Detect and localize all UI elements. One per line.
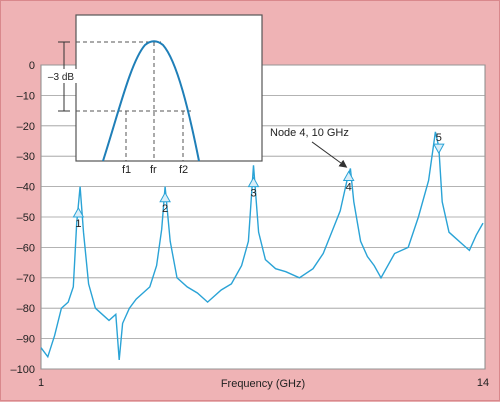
y-tick-label: –10 <box>17 90 35 102</box>
x-tick-label: 1 <box>38 377 44 389</box>
inset-f1-label: f1 <box>122 164 131 176</box>
y-tick-label: –80 <box>17 303 35 315</box>
annotation-arrow <box>311 141 348 168</box>
y-tick-label: –40 <box>17 182 35 194</box>
y-tick-label: –60 <box>17 242 35 254</box>
inset-box <box>75 14 263 162</box>
y-tick-label: –70 <box>17 273 35 285</box>
bracket-label-bg <box>45 69 77 83</box>
y-tick-label: –20 <box>17 121 35 133</box>
inset-diagram: f1 fr f2 <box>75 14 263 176</box>
y-tick-label: 0 <box>29 60 35 72</box>
inset-3db-bracket: –3 dB <box>45 41 77 112</box>
y-tick-label: –30 <box>17 151 35 163</box>
annotation-label: Node 4, 10 GHz <box>270 127 349 139</box>
peak-label: 1 <box>75 218 81 230</box>
inset-f2-label: f2 <box>179 164 188 176</box>
x-axis: 1 14 <box>38 377 489 389</box>
peak-marker <box>342 170 355 182</box>
y-axis: 0 –10 –20 –30 –40 –50 –60 –70 –80 –90 –100 <box>11 60 35 376</box>
inset-level-label: –3 dB <box>48 72 74 83</box>
y-tick-label: –50 <box>17 212 35 224</box>
peak-marker <box>159 191 171 203</box>
x-tick-label: 14 <box>477 377 489 389</box>
peak-marker <box>72 206 85 218</box>
peak-label: 5 <box>436 132 442 144</box>
response-series-line <box>40 131 484 360</box>
inset-response-curve <box>102 40 200 162</box>
x-axis-label: Frequency (GHz) <box>221 378 305 390</box>
peak-marker <box>432 143 445 155</box>
y-tick-label: –100 <box>11 364 35 376</box>
peak-label: 3 <box>250 188 256 200</box>
peak-markers: 1 2 3 4 5 <box>72 132 445 230</box>
y-tick-label: –90 <box>17 334 35 346</box>
peak-label: 4 <box>346 182 352 194</box>
peak-label: 2 <box>162 203 168 215</box>
peak-marker <box>247 176 260 188</box>
inset-fr-label: fr <box>150 164 157 176</box>
